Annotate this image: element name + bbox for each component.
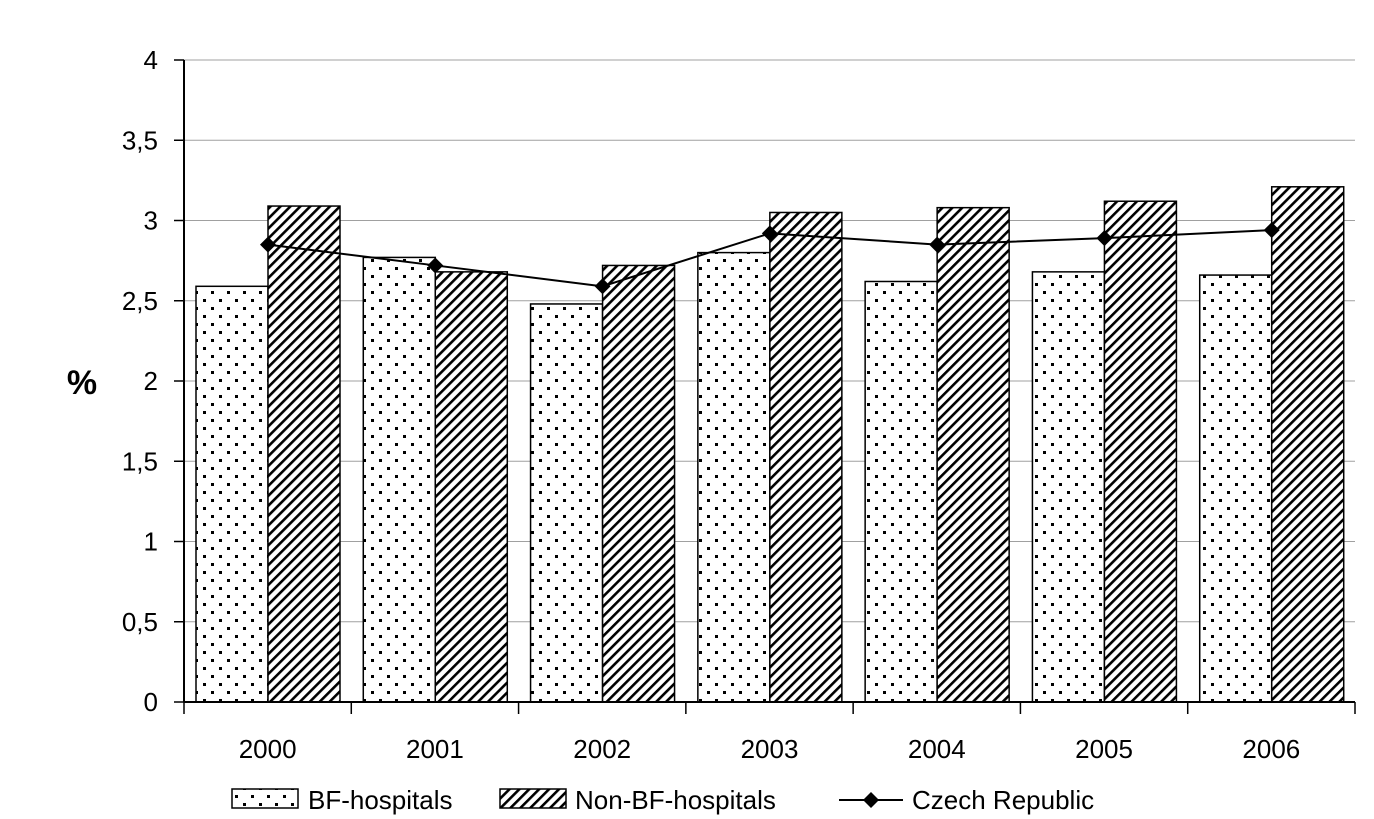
x-tick-label: 2002	[573, 734, 631, 764]
y-tick-label: 3,5	[122, 125, 158, 155]
bar-non-bf-hospitals-2002	[601, 264, 676, 703]
marker-czech-republic-2001	[427, 257, 444, 274]
bar-non-bf-hospitals-2001	[434, 271, 509, 703]
axes	[174, 59, 1356, 714]
legend-marker-czech-republic	[863, 792, 879, 808]
bar-non-bf-hospitals-2005	[1103, 200, 1178, 703]
legend-label: BF-hospitals	[308, 785, 453, 815]
y-tick-label: 1	[144, 527, 158, 557]
y-tick-label: 3	[144, 206, 158, 236]
marker-czech-republic-2003	[761, 225, 778, 242]
x-tick-label: 2006	[1242, 734, 1300, 764]
bar-non-bf-hospitals-2003	[769, 211, 843, 703]
y-tick-label: 0,5	[122, 607, 158, 637]
bar-bf-hospitals-2002	[529, 303, 604, 703]
y-tick-label: 2	[144, 366, 158, 396]
y-tick-labels: 0 0,5 1 1,5 2 2,5 3 3,5 4	[122, 45, 158, 717]
x-tick-label: 2000	[239, 734, 297, 764]
bar-bf-hospitals-2003	[697, 251, 771, 703]
bars	[195, 186, 1345, 703]
x-tick-label: 2001	[406, 734, 464, 764]
y-tick-label: 0	[144, 687, 158, 717]
marker-czech-republic-2006	[1263, 222, 1280, 239]
x-tick-label: 2005	[1075, 734, 1133, 764]
bar-bf-hospitals-2004	[864, 280, 938, 703]
legend-swatch-non-bf-hospitals	[499, 788, 567, 809]
legend-swatch-bf-hospitals	[231, 788, 299, 809]
y-axis-label: %	[67, 364, 97, 402]
x-tick-label: 2003	[741, 734, 799, 764]
marker-czech-republic-2002	[594, 278, 611, 295]
y-tick-label: 4	[144, 45, 158, 75]
x-tick-labels: 2000 2001 2002 2003 2004 2005 2006	[239, 734, 1301, 764]
bar-non-bf-hospitals-2000	[267, 205, 341, 703]
y-tick-label: 1,5	[122, 446, 158, 476]
bar-bf-hospitals-2001	[362, 256, 437, 703]
bar-bf-hospitals-2005	[1031, 271, 1106, 703]
x-tick-label: 2004	[908, 734, 966, 764]
legend-label: Czech Republic	[912, 785, 1094, 815]
y-tick-label: 2,5	[122, 286, 158, 316]
marker-czech-republic-2000	[260, 236, 276, 253]
bar-bf-hospitals-2000	[195, 285, 269, 703]
legend: BF-hospitals Non-BF-hospitals Czech Republ…	[231, 785, 1094, 815]
line-series	[260, 222, 1280, 295]
bar-bf-hospitals-2006	[1198, 274, 1273, 703]
bar-non-bf-hospitals-2004	[936, 206, 1010, 703]
legend-label: Non-BF-hospitals	[575, 785, 776, 815]
bar-non-bf-hospitals-2006	[1270, 186, 1345, 703]
marker-czech-republic-2005	[1096, 230, 1113, 247]
marker-czech-republic-2004	[929, 236, 946, 253]
